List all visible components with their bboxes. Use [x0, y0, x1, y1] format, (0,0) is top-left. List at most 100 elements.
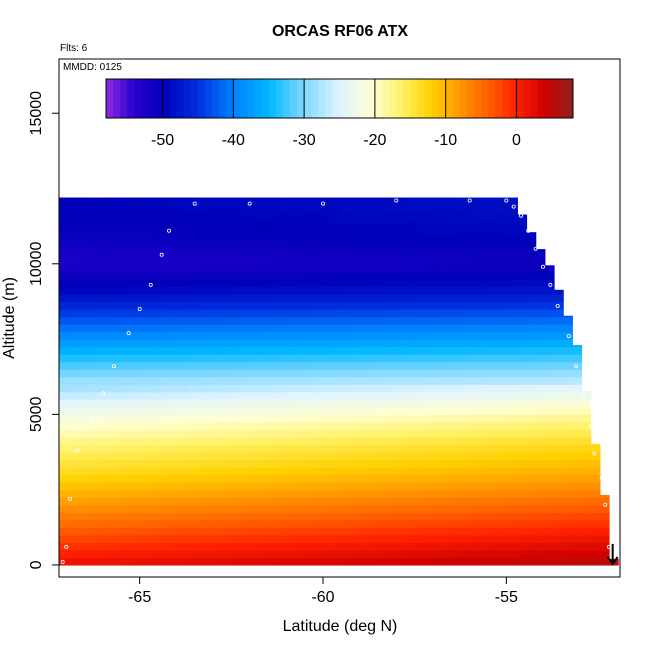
heatmap-cell	[324, 271, 335, 280]
heatmap-cell	[86, 218, 97, 227]
heatmap-cell	[444, 549, 454, 559]
heatmap-cell	[141, 339, 152, 348]
heatmap-cell	[453, 399, 463, 408]
heatmap-cell	[407, 271, 418, 280]
heatmap-cell	[205, 354, 216, 363]
colorbar-segment	[389, 79, 397, 118]
heatmap-cell	[141, 436, 152, 446]
heatmap-cell	[590, 504, 601, 513]
heatmap-cell	[398, 346, 408, 355]
heatmap-cell	[480, 557, 491, 566]
heatmap-cell	[251, 278, 262, 287]
heatmap-cell	[324, 226, 335, 235]
heatmap-cell	[242, 482, 253, 491]
heatmap-cell	[343, 444, 353, 453]
heatmap-cell	[389, 489, 399, 498]
heatmap-cell	[205, 308, 216, 318]
heatmap-cell	[489, 248, 500, 257]
heatmap-cell	[563, 324, 573, 333]
heatmap-cell	[315, 436, 326, 446]
heatmap-cell	[77, 339, 88, 348]
heatmap-cell	[288, 354, 298, 363]
heatmap-cell	[370, 414, 381, 423]
heatmap-cell	[104, 504, 115, 513]
heatmap-cell	[187, 271, 198, 280]
heatmap-cell	[444, 474, 454, 483]
heatmap-cell	[434, 248, 445, 257]
heatmap-cell	[196, 436, 207, 446]
heatmap-cell	[114, 391, 124, 400]
heatmap-cell	[370, 248, 381, 257]
heatmap-cell	[389, 436, 399, 446]
heatmap-cell	[242, 414, 253, 423]
heatmap-cell	[334, 474, 344, 483]
heatmap-cell	[251, 226, 262, 235]
heatmap-cell	[352, 527, 363, 536]
heatmap-cell	[425, 271, 436, 280]
heatmap-cell	[581, 414, 592, 423]
flight-track-point	[112, 364, 117, 369]
heatmap-cell	[68, 467, 78, 476]
heatmap-cell	[517, 308, 528, 318]
heatmap-cell	[77, 316, 88, 325]
heatmap-cell	[59, 256, 69, 265]
heatmap-cell	[242, 278, 253, 287]
heatmap-cell	[324, 444, 335, 453]
heatmap-cell	[196, 467, 207, 476]
heatmap-cell	[453, 549, 463, 559]
heatmap-cell	[86, 316, 97, 325]
heatmap-cell	[187, 241, 198, 250]
heatmap-cell	[279, 489, 289, 498]
heatmap-cell	[77, 527, 88, 536]
heatmap-cell	[260, 467, 271, 476]
heatmap-cell	[59, 346, 69, 355]
heatmap-cell	[159, 459, 170, 468]
heatmap-cell	[572, 504, 583, 513]
heatmap-cell	[499, 271, 509, 280]
heatmap-cell	[95, 414, 106, 423]
heatmap-cell	[86, 534, 97, 543]
heatmap-cell	[114, 467, 124, 476]
heatmap-cell	[572, 369, 583, 378]
heatmap-cell	[489, 406, 500, 415]
heatmap-cell	[370, 226, 381, 235]
heatmap-cell	[104, 391, 115, 400]
heatmap-cell	[453, 197, 463, 205]
heatmap-cell	[434, 308, 445, 318]
heatmap-cell	[471, 339, 482, 348]
heatmap-cell	[352, 421, 363, 431]
heatmap-cell	[260, 263, 271, 272]
heatmap-cell	[361, 331, 372, 340]
heatmap-cell	[352, 346, 363, 355]
heatmap-cell	[581, 399, 592, 408]
heatmap-cell	[361, 278, 372, 287]
heatmap-cell	[242, 542, 253, 551]
heatmap-cell	[563, 376, 573, 385]
heatmap-cell	[324, 421, 335, 431]
colorbar-segment	[289, 79, 298, 118]
colorbar-segment	[488, 79, 496, 118]
heatmap-cell	[242, 248, 253, 257]
heatmap-cell	[370, 384, 381, 393]
heatmap-cell	[572, 376, 583, 385]
heatmap-cell	[352, 226, 363, 235]
heatmap-cell	[214, 512, 225, 521]
heatmap-cell	[123, 391, 133, 400]
heatmap-cell	[77, 293, 88, 303]
heatmap-cell	[269, 504, 280, 513]
heatmap-cell	[269, 256, 280, 265]
heatmap-cell	[306, 452, 317, 461]
heatmap-cell	[251, 369, 262, 378]
heatmap-cell	[288, 444, 298, 453]
heatmap-cell	[499, 527, 509, 536]
heatmap-cell	[379, 399, 390, 408]
heatmap-cell	[462, 474, 473, 483]
colorbar-segment	[445, 79, 454, 118]
heatmap-cell	[398, 211, 408, 220]
heatmap-cell	[205, 248, 216, 257]
heatmap-cell	[407, 504, 418, 513]
heatmap-cell	[114, 459, 124, 468]
heatmap-cell	[379, 369, 390, 378]
heatmap-cell	[462, 414, 473, 423]
heatmap-cell	[150, 324, 161, 333]
